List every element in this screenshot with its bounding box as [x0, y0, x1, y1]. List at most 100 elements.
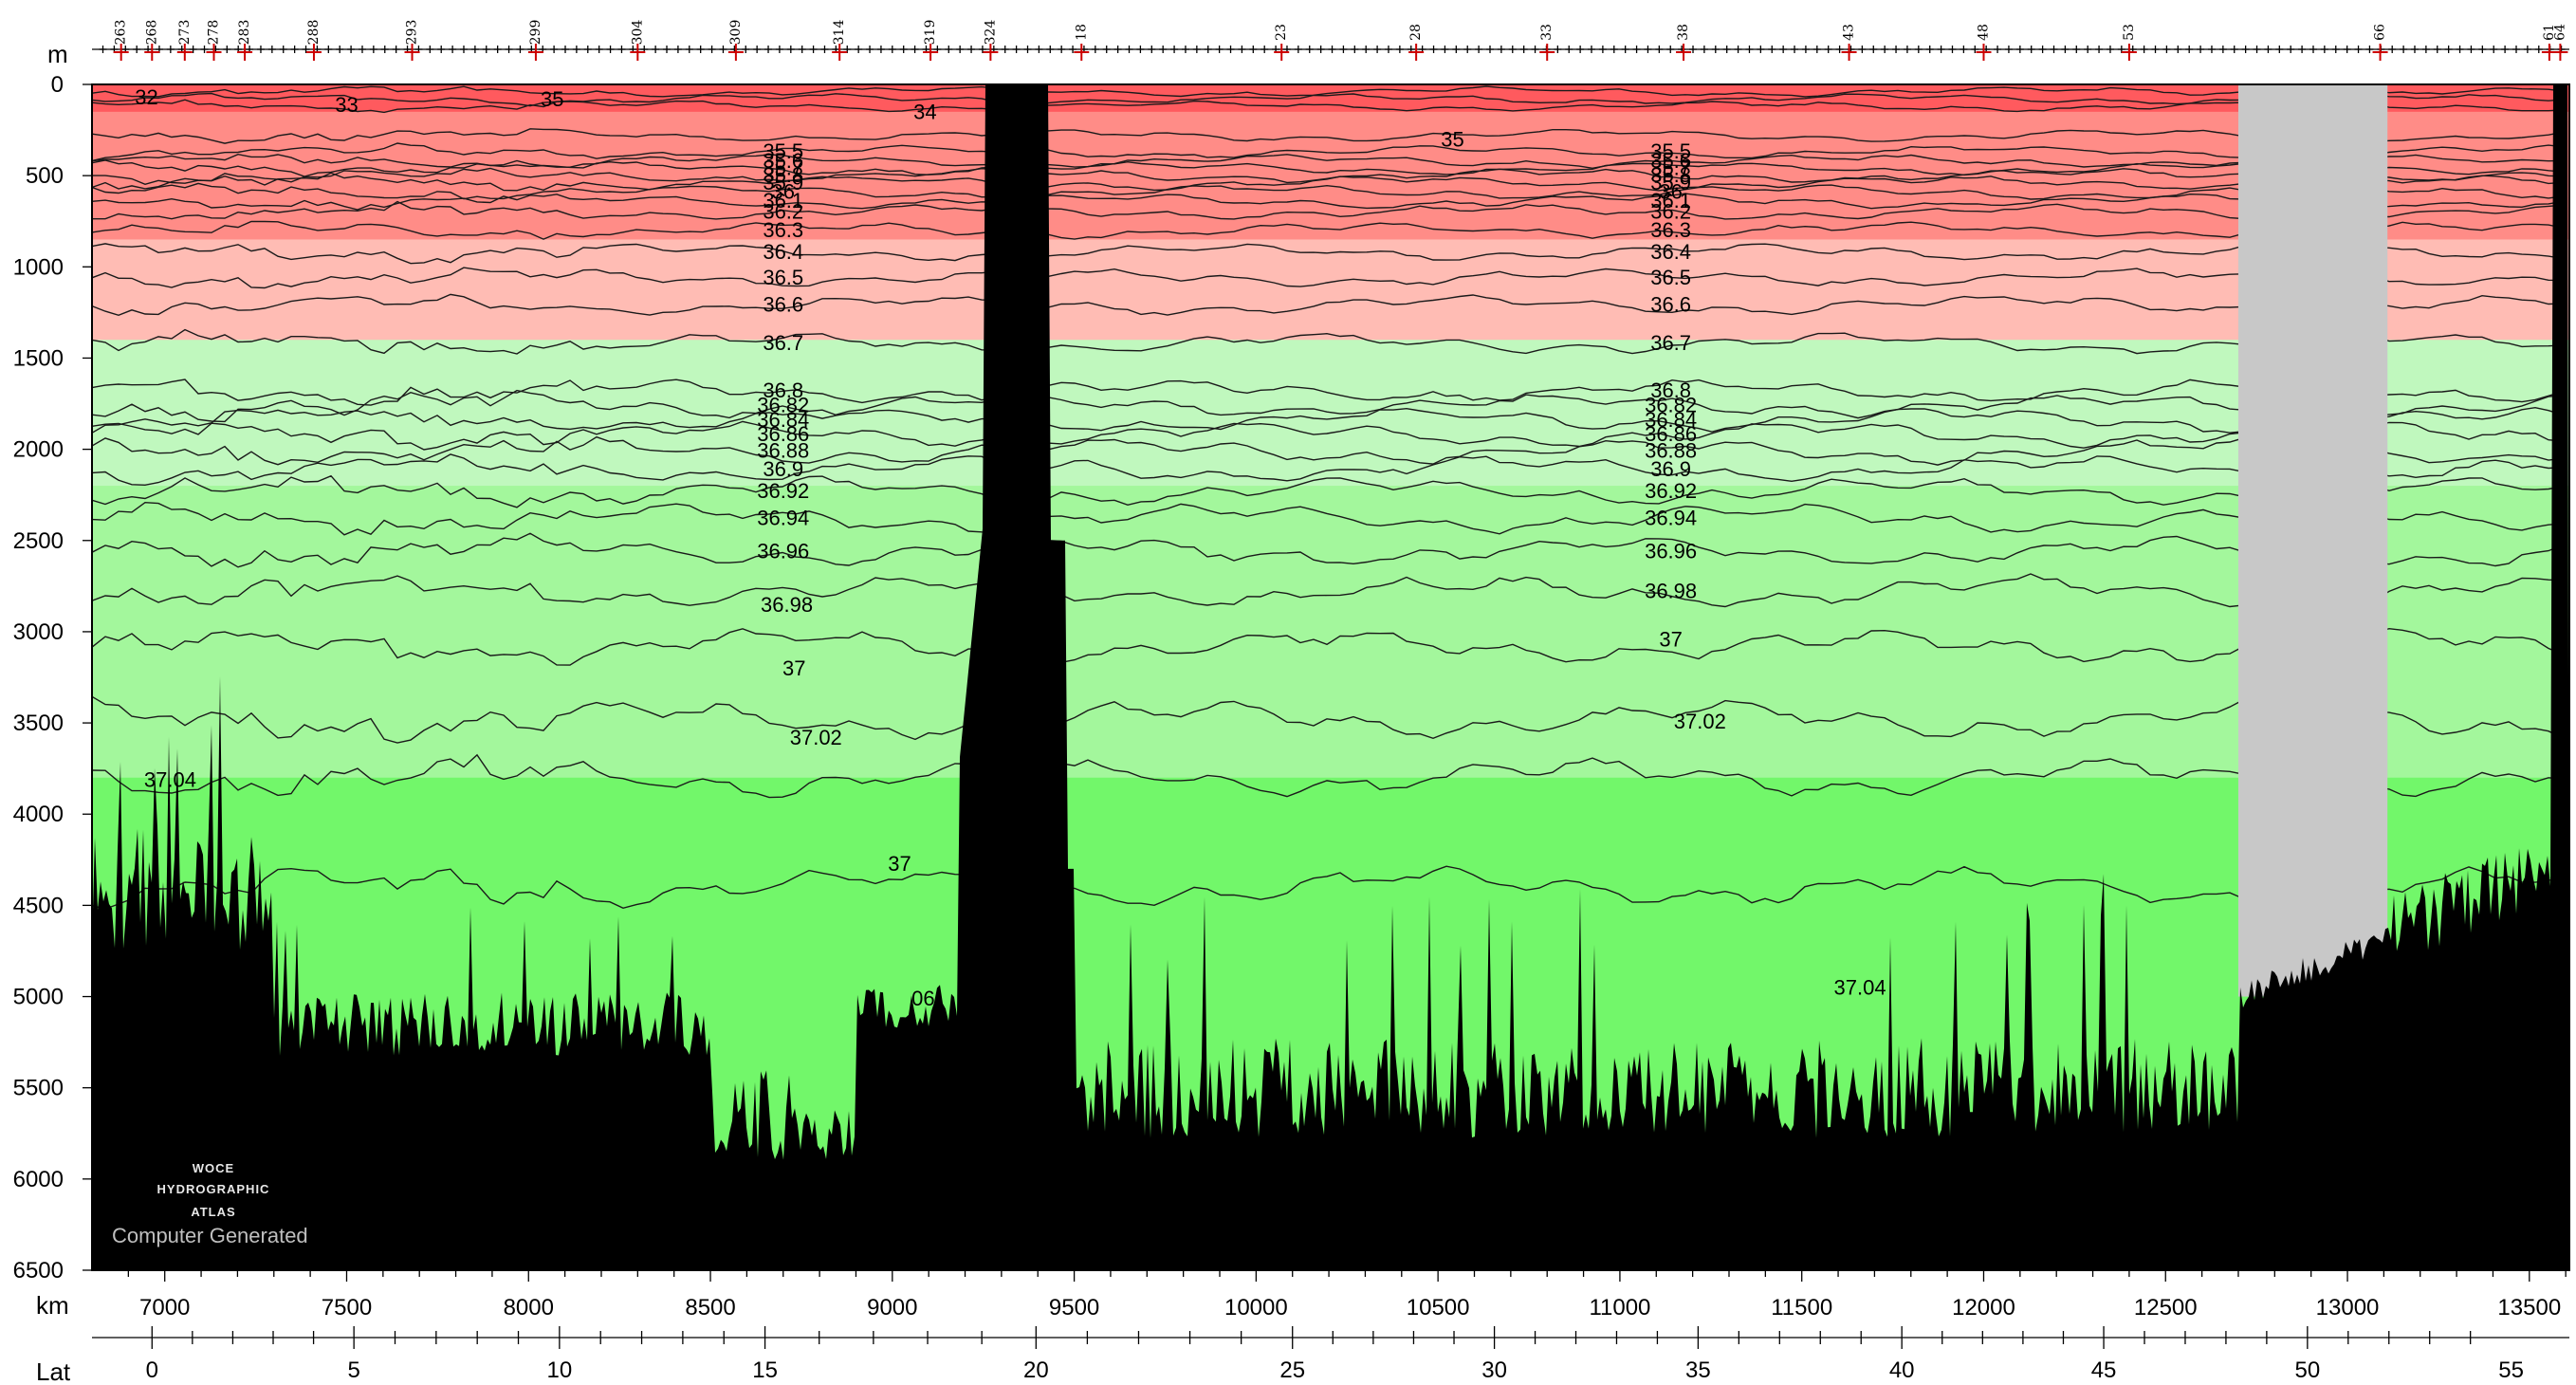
latitude-tick-label: 45	[2091, 1357, 2117, 1383]
station-label: 18	[1074, 24, 1089, 41]
watermark-atlas: ATLAS	[191, 1205, 235, 1219]
contour-label: 36.3	[1650, 218, 1691, 242]
contour-label: 06	[911, 987, 934, 1010]
depth-tick-label: 3000	[13, 619, 64, 645]
station-label: 64	[2552, 24, 2567, 41]
latitude-tick-label: 5	[347, 1357, 359, 1383]
contour-line	[92, 142, 2563, 162]
contour-label: 36.8	[1650, 379, 1691, 402]
contour-label: 36.96	[757, 539, 809, 563]
contour-label: 36.6	[1650, 293, 1691, 317]
latitude-tick-label: 20	[1023, 1357, 1049, 1383]
contour-line	[92, 99, 2563, 114]
contour-label: 36.88	[757, 439, 809, 463]
contour-line	[92, 389, 2563, 423]
station-axis: 263 268 273 278 283 288 293 299 304 309 314 319 324 1…	[92, 20, 2569, 61]
contour-label: 36.6	[763, 293, 803, 317]
contour-label: 37	[1659, 627, 1682, 651]
contour-label: 36.7	[763, 331, 803, 355]
contour-label: 36.92	[757, 479, 809, 503]
depth-unit-label: m	[47, 40, 68, 68]
watermark-woce: WOCE	[193, 1161, 234, 1175]
contour-label: 36.4	[763, 240, 803, 264]
station-label: 283	[237, 20, 252, 46]
depth-tick-label: 2500	[13, 528, 64, 554]
contour-line	[92, 627, 2563, 666]
station-label: 268	[144, 20, 159, 46]
contour-label: 36.82	[757, 393, 809, 416]
contour-label: 37	[782, 656, 805, 680]
depth-tick-label: 4000	[13, 802, 64, 827]
station-label: 288	[306, 20, 322, 46]
contour-label: 36.1	[1650, 189, 1691, 212]
distance-tick-label: 13500	[2497, 1295, 2561, 1320]
contour-line	[92, 220, 2563, 240]
contour-line	[92, 193, 2563, 211]
station-label: 48	[1976, 24, 1991, 41]
contour-label: 35.7	[1650, 156, 1691, 179]
contour-label: 36.98	[1645, 580, 1697, 603]
station-label: 43	[1842, 24, 1857, 41]
station-label: 319	[923, 20, 938, 46]
color-band	[92, 340, 2569, 488]
distance-tick-label: 8000	[504, 1295, 554, 1320]
contour-line	[92, 128, 2563, 144]
contour-label: 37	[888, 852, 911, 876]
depth-axis: 0 500 1000 1500 2000 2500 3000 3500 4000 4500 5000…	[13, 72, 92, 1283]
latitude-tick-label: 10	[547, 1357, 573, 1383]
contour-line	[92, 695, 2563, 744]
contour-label: 36.3	[763, 218, 803, 242]
latitude-tick-label: 15	[752, 1357, 778, 1383]
contour-label: 34	[913, 101, 936, 124]
contour-label: 36.4	[1650, 240, 1691, 264]
station-label: 293	[405, 20, 420, 46]
station-label: 38	[1676, 24, 1691, 41]
depth-tick-label: 1500	[13, 345, 64, 371]
contour-label: 35.9	[763, 171, 803, 194]
contour-label: 37.02	[790, 726, 842, 749]
distance-tick-label: 8500	[685, 1295, 735, 1320]
contour-label: 37.02	[1674, 710, 1726, 733]
contour-label: 36.8	[763, 379, 803, 402]
watermark-computer-generated: Computer Generated	[112, 1224, 308, 1247]
distance-tick-label: 9000	[867, 1295, 917, 1320]
contour-label: 36.88	[1645, 439, 1697, 463]
contour-label: 35.9	[1650, 171, 1691, 194]
contour-label: 36.5	[763, 266, 803, 289]
depth-tick-label: 5500	[13, 1076, 64, 1101]
contour-line	[92, 435, 2563, 466]
contour-line	[92, 474, 2563, 508]
contour-label: 32	[135, 85, 157, 109]
contour-line	[92, 85, 2563, 98]
distance-tick-label: 9500	[1049, 1295, 1099, 1320]
latitude-tick-label: 30	[1481, 1357, 1507, 1383]
contour-label: 35	[1441, 127, 1463, 151]
contour-label: 36.84	[757, 408, 809, 432]
depth-tick-label: 4500	[13, 893, 64, 918]
contour-label: 35.5	[1650, 139, 1691, 163]
depth-tick-label: 3500	[13, 711, 64, 736]
station-label: 23	[1274, 24, 1289, 41]
depth-tick-label: 2000	[13, 437, 64, 463]
contour-line	[92, 92, 2563, 107]
contour-label: 36.9	[763, 457, 803, 481]
distance-tick-label: 10500	[1407, 1295, 1470, 1320]
distance-tick-label: 7000	[139, 1295, 190, 1320]
station-label: 28	[1408, 24, 1424, 41]
station-label: 278	[206, 20, 221, 46]
watermark-hydrographic: HYDROGRAPHIC	[157, 1182, 270, 1196]
distance-tick-label: 12000	[1952, 1295, 2015, 1320]
contour-label: 33	[335, 93, 358, 117]
contour-line	[92, 453, 2563, 487]
latitude-unit-label: Lat	[36, 1357, 71, 1385]
contour-label: 36.98	[761, 593, 813, 617]
latitude-tick-label: 55	[2498, 1357, 2524, 1383]
contour-label: 36.1	[763, 189, 803, 212]
contour-label: 36.86	[1645, 422, 1697, 446]
seafloor	[92, 84, 2569, 1270]
distance-unit-label: km	[36, 1291, 69, 1320]
contour-label: 35.8	[763, 163, 803, 187]
station-label: 314	[832, 20, 847, 46]
color-band	[92, 486, 2569, 779]
